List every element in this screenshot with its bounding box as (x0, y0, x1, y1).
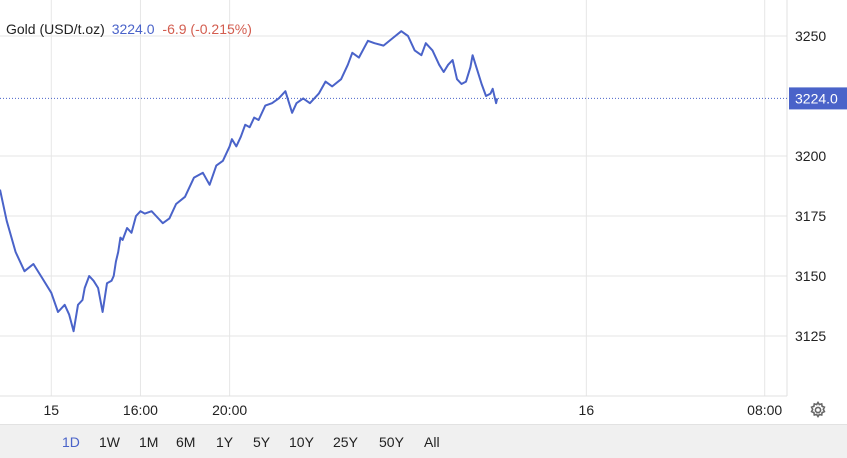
y-axis-ticks: 3125 3150 3175 3200 3250 (795, 28, 826, 344)
range-tab-6m[interactable]: 6M (176, 434, 196, 450)
instrument-header: Gold (USD/t.oz) 3224.0 -6.9 (-0.215%) (6, 21, 252, 37)
range-tab-1y[interactable]: 1Y (216, 434, 234, 450)
x-tick-label: 08:00 (747, 402, 782, 418)
range-tab-1d[interactable]: 1D (62, 434, 80, 450)
chart-svg: 3125 3150 3175 3200 3250 15 16:00 20:00 16 08:00… (0, 0, 847, 418)
range-tab-50y[interactable]: 50Y (379, 434, 404, 450)
range-tab-25y[interactable]: 25Y (333, 434, 358, 450)
instrument-name: Gold (USD/t.oz) (6, 21, 105, 37)
y-tick-label: 3200 (795, 148, 826, 164)
y-tick-label: 3175 (795, 208, 826, 224)
last-price-label-text: 3224.0 (795, 90, 838, 106)
x-tick-label: 16:00 (123, 402, 158, 418)
last-price-label: 3224.0 (789, 87, 847, 110)
grid-lines (0, 0, 787, 396)
y-tick-label: 3250 (795, 28, 826, 44)
range-tab-10y[interactable]: 10Y (289, 434, 314, 450)
x-tick-label: 16 (579, 402, 595, 418)
time-range-selector: 1D 1W 1M 6M 1Y 5Y 10Y 25Y 50Y All (0, 424, 847, 458)
range-tab-all[interactable]: All (424, 434, 440, 450)
gear-icon[interactable] (808, 400, 828, 420)
range-tab-1m[interactable]: 1M (139, 434, 159, 450)
gear-icon-glyph (810, 400, 826, 419)
price-change: -6.9 (-0.215%) (162, 21, 252, 37)
y-tick-label: 3150 (795, 268, 826, 284)
last-price-label-bg (789, 87, 847, 110)
price-chart: 3125 3150 3175 3200 3250 15 16:00 20:00 16 08:00… (0, 0, 847, 420)
y-tick-label: 3125 (795, 328, 826, 344)
x-tick-label: 15 (43, 402, 59, 418)
range-tab-5y[interactable]: 5Y (253, 434, 271, 450)
current-price: 3224.0 (111, 21, 155, 37)
x-axis-ticks: 15 16:00 20:00 16 08:00 (43, 402, 782, 418)
series-line-gold (0, 30, 499, 333)
x-tick-label: 20:00 (212, 402, 247, 418)
range-tab-1w[interactable]: 1W (99, 434, 120, 450)
